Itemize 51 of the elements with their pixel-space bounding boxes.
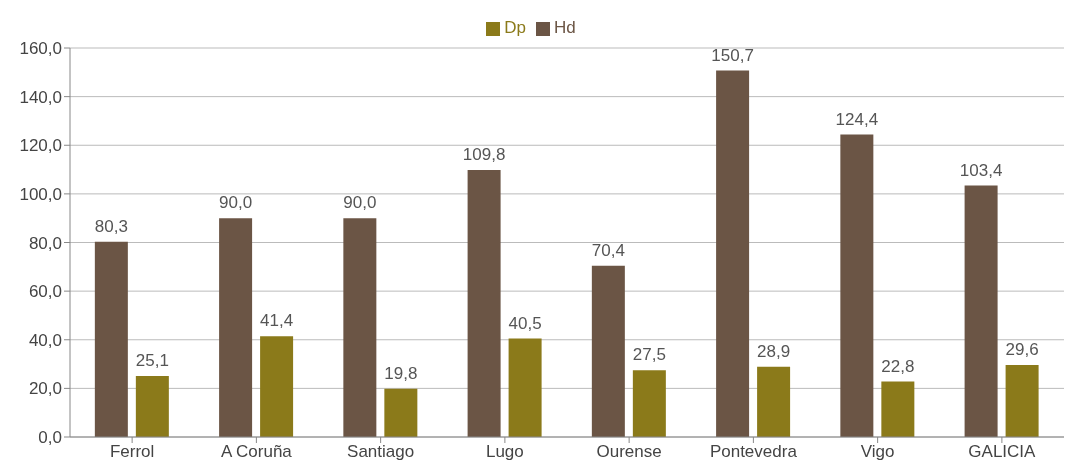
- legend-label: Dp: [504, 18, 526, 37]
- data-label: 25,1: [135, 350, 169, 370]
- data-label: 40,5: [508, 313, 542, 333]
- x-tick-label: GALICIA: [968, 442, 1037, 462]
- y-tick-label: 80,0: [28, 233, 62, 253]
- x-tick-label: Vigo: [860, 442, 895, 462]
- y-tick-label: 160,0: [19, 39, 62, 59]
- bar: [591, 265, 625, 437]
- data-label: 90,0: [343, 193, 377, 213]
- data-label: 41,4: [260, 311, 294, 331]
- data-label: 150,7: [711, 45, 754, 65]
- bar: [467, 170, 501, 437]
- bar: [219, 218, 253, 437]
- bar: [1005, 365, 1039, 437]
- x-tick-label: Pontevedra: [709, 442, 798, 462]
- bar: [343, 218, 377, 437]
- data-label: 103,4: [959, 160, 1003, 180]
- bar: [716, 70, 750, 437]
- legend-label: Hd: [554, 18, 576, 37]
- data-label: 90,0: [219, 193, 253, 213]
- y-tick-label: 140,0: [19, 87, 62, 107]
- bar: [384, 388, 418, 437]
- y-tick-label: 120,0: [19, 136, 62, 156]
- x-tick-label: Ferrol: [109, 442, 155, 462]
- x-tick-label: Ourense: [596, 442, 662, 462]
- bar: [260, 336, 294, 437]
- data-label: 80,3: [94, 216, 128, 236]
- bar: [840, 134, 874, 437]
- data-label: 22,8: [881, 356, 915, 376]
- y-tick-label: 60,0: [28, 282, 62, 302]
- y-tick-label: 100,0: [19, 184, 62, 204]
- data-label: 109,8: [462, 145, 506, 165]
- bar: [94, 241, 128, 437]
- bar: [135, 375, 169, 437]
- bar: [964, 185, 998, 437]
- bar: [632, 370, 666, 437]
- x-tick-label: A Coruña: [220, 442, 293, 462]
- data-label: 124,4: [835, 109, 879, 129]
- data-label: 27,5: [632, 345, 666, 365]
- bar: [881, 381, 915, 437]
- y-tick-label: 40,0: [28, 330, 62, 350]
- data-label: 70,4: [591, 240, 625, 260]
- x-tick-label: Lugo: [485, 442, 524, 462]
- y-tick-label: 0,0: [38, 428, 62, 448]
- x-tick-label: Santiago: [347, 442, 415, 462]
- bar: [757, 366, 791, 437]
- y-tick-label: 20,0: [28, 379, 62, 399]
- data-label: 29,6: [1005, 340, 1039, 360]
- bar: [508, 338, 542, 437]
- data-label: 28,9: [757, 341, 791, 361]
- data-label: 19,8: [384, 363, 418, 383]
